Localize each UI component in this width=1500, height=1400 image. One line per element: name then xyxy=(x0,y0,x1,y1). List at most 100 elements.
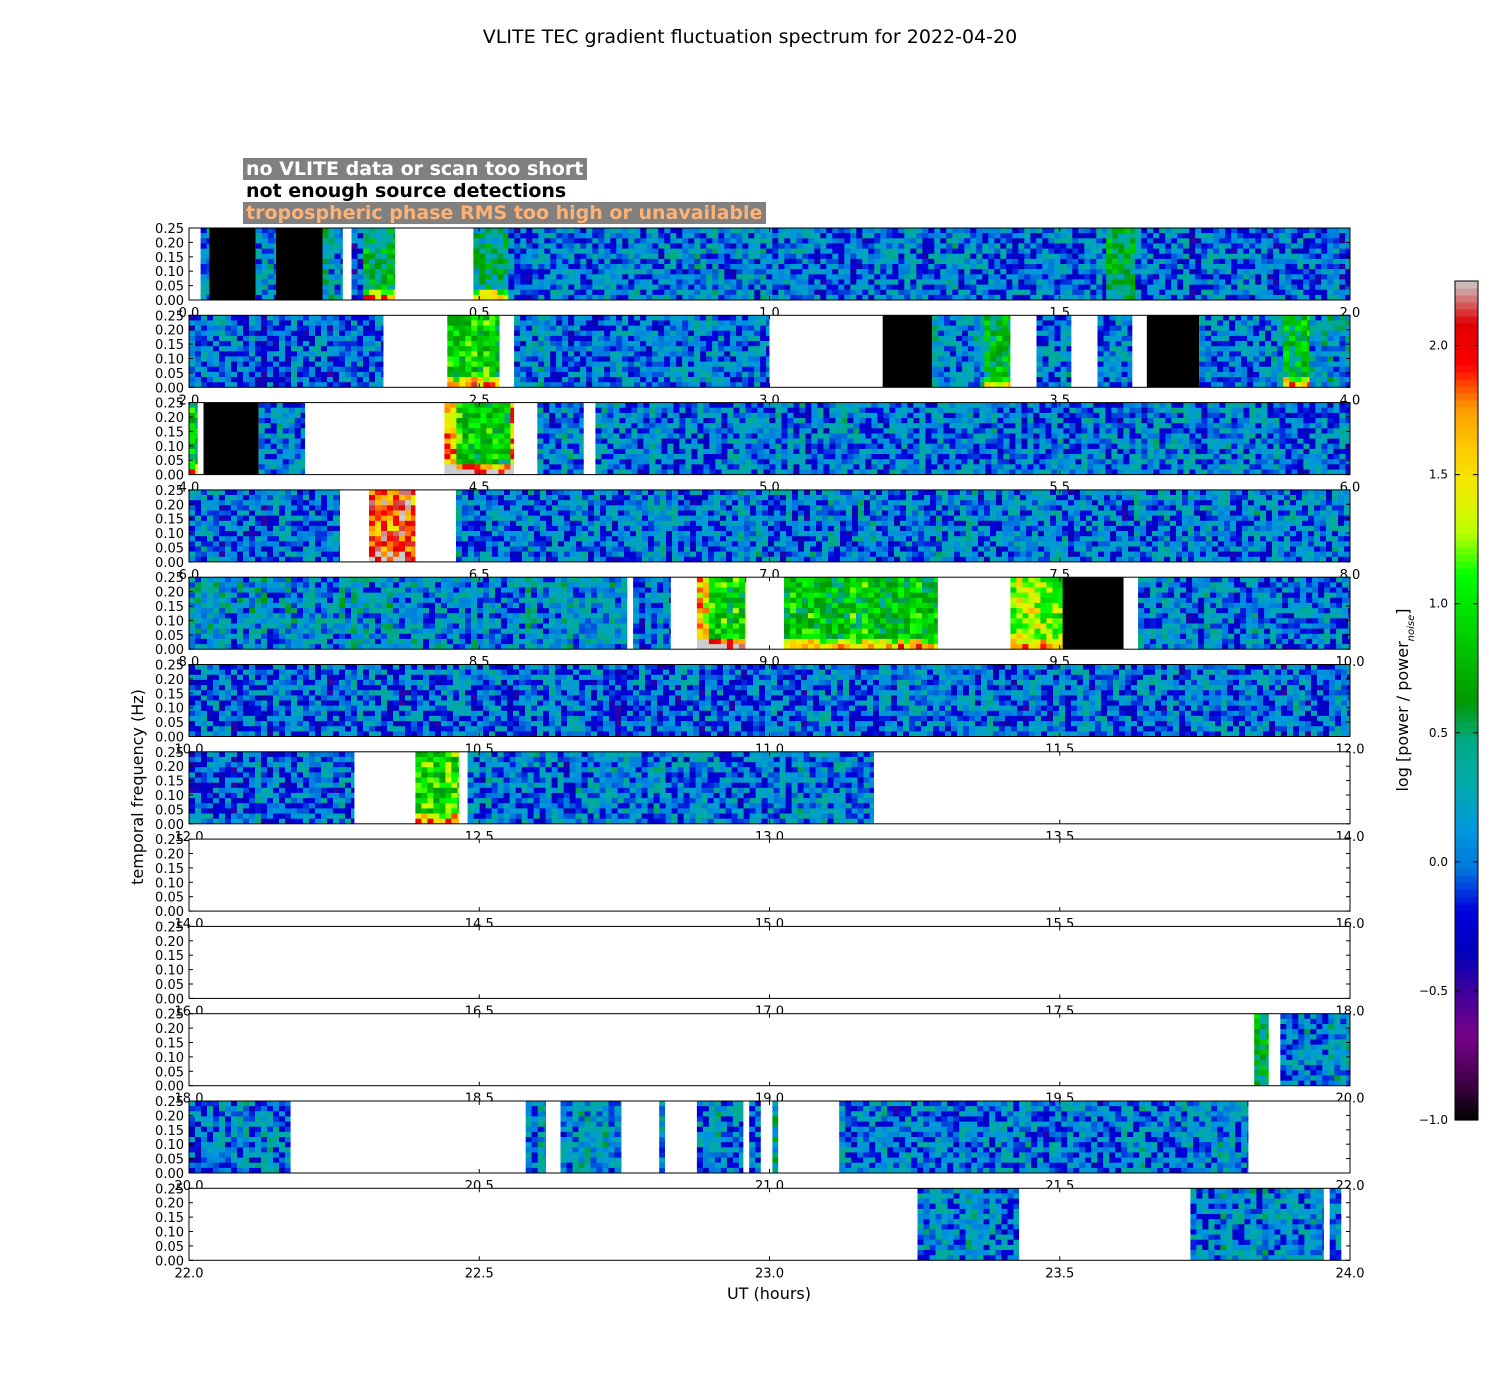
spectrum-cell xyxy=(772,258,779,265)
spectrum-cell xyxy=(1255,284,1262,291)
spectrum-cell xyxy=(1223,361,1230,368)
spectrum-cell xyxy=(1008,371,1011,378)
spectrum-cell xyxy=(219,325,226,332)
spectrum-cell xyxy=(607,423,614,429)
spectrum-cell xyxy=(619,428,626,434)
spectrum-cell xyxy=(724,341,731,347)
spectrum-cell xyxy=(520,238,527,244)
spectrum-cell xyxy=(264,402,272,409)
spectrum-cell xyxy=(754,294,761,300)
spectrum-cell xyxy=(303,366,310,373)
spectrum-cell xyxy=(932,315,939,321)
spectrum-cell xyxy=(622,351,629,357)
spectrum-cell xyxy=(694,284,701,291)
spectrum-cell xyxy=(820,294,827,300)
spectrum-cell xyxy=(766,269,773,275)
spectrum-cell xyxy=(1000,289,1007,296)
spectrum-cell xyxy=(598,315,605,321)
spectrum-cell xyxy=(574,243,581,250)
spectrum-cell xyxy=(1002,371,1009,378)
spectrum-cell xyxy=(886,269,893,275)
spectrum-cell xyxy=(579,412,585,419)
spectrum-cell xyxy=(592,377,599,383)
spectrum-cell xyxy=(934,264,941,270)
spectrum-cell xyxy=(479,269,486,275)
spectrum-cell xyxy=(381,371,385,378)
spectrum-cell xyxy=(303,356,310,363)
spectrum-cell xyxy=(231,341,238,347)
spectrum-cell xyxy=(492,464,499,470)
spectrum-cell xyxy=(508,269,515,275)
spectrum-cell xyxy=(300,448,306,455)
spectrum-cell xyxy=(667,459,674,465)
spectrum-cell xyxy=(868,274,875,280)
spectrum-cell xyxy=(1002,377,1009,383)
spectrum-cell xyxy=(844,228,851,234)
spectrum-cell xyxy=(670,320,677,327)
spectrum-cell xyxy=(688,269,695,275)
spectrum-cell xyxy=(549,418,556,424)
spectrum-cell xyxy=(802,294,809,300)
spectrum-cell xyxy=(604,371,611,378)
spectrum-cell xyxy=(294,402,302,409)
spectrum-cell xyxy=(1000,279,1007,286)
spectrum-cell xyxy=(962,366,969,373)
spectrum-cell xyxy=(766,233,773,239)
spectrum-cell xyxy=(613,454,620,460)
spectrum-cell xyxy=(1253,361,1260,368)
spectrum-cell xyxy=(1042,238,1049,244)
spectrum-cell xyxy=(944,335,951,342)
spectrum-cell xyxy=(655,448,662,455)
spectrum-cell xyxy=(237,325,244,332)
spectrum-cell xyxy=(1267,274,1274,280)
spectrum-cell xyxy=(1183,248,1190,255)
spectrum-cell xyxy=(1106,228,1113,234)
spectrum-cell xyxy=(573,464,580,470)
spectrum-cell xyxy=(598,274,605,280)
spectrum-cell xyxy=(1285,243,1292,250)
spectrum-cell xyxy=(1078,289,1085,296)
spectrum-cell xyxy=(862,238,869,244)
spectrum-cell xyxy=(796,269,803,275)
spectrum-cell xyxy=(1321,361,1328,368)
spectrum-cell xyxy=(207,320,214,327)
spectrum-cell xyxy=(520,228,527,234)
spectrum-cell xyxy=(1303,284,1310,291)
spectrum-cell xyxy=(754,325,761,332)
spectrum-cell xyxy=(1036,258,1043,265)
spectrum-cell xyxy=(339,315,346,321)
spectrum-cell xyxy=(206,284,210,291)
spectrum-cell xyxy=(754,233,761,239)
spectrum-cell xyxy=(495,356,501,363)
spectrum-cell xyxy=(712,279,719,286)
spectrum-cell xyxy=(1217,330,1224,337)
spectrum-cell xyxy=(1048,238,1055,244)
spectrum-cell xyxy=(598,294,605,300)
spectrum-cell xyxy=(874,264,881,270)
spectrum-cell xyxy=(345,351,352,357)
spectrum-cell xyxy=(616,233,623,239)
spectrum-cell xyxy=(486,438,493,445)
spectrum-cell xyxy=(497,269,504,275)
spectrum-cell xyxy=(754,377,761,383)
spectrum-cell xyxy=(964,274,971,280)
spectrum-cell xyxy=(622,289,629,296)
spectrum-cell xyxy=(1229,371,1236,378)
spectrum-cell xyxy=(1177,228,1184,234)
spectrum-cell xyxy=(1060,341,1068,347)
spectrum-cell xyxy=(537,423,544,429)
spectrum-cell xyxy=(273,341,280,347)
spectrum-cell xyxy=(634,382,641,388)
spectrum-cell xyxy=(327,315,334,321)
spectrum-cell xyxy=(1060,315,1068,321)
spectrum-cell xyxy=(604,356,611,363)
spectrum-cell xyxy=(288,407,296,414)
spectrum-cell xyxy=(1006,233,1013,239)
spectrum-cell xyxy=(1195,289,1202,296)
spectrum-cell xyxy=(225,330,232,337)
spectrum-cell xyxy=(1333,335,1340,342)
spectrum-cell xyxy=(1321,284,1328,291)
spectrum-cell xyxy=(1124,248,1131,255)
spectrum-cell xyxy=(784,258,791,265)
spectrum-cell xyxy=(754,335,761,342)
